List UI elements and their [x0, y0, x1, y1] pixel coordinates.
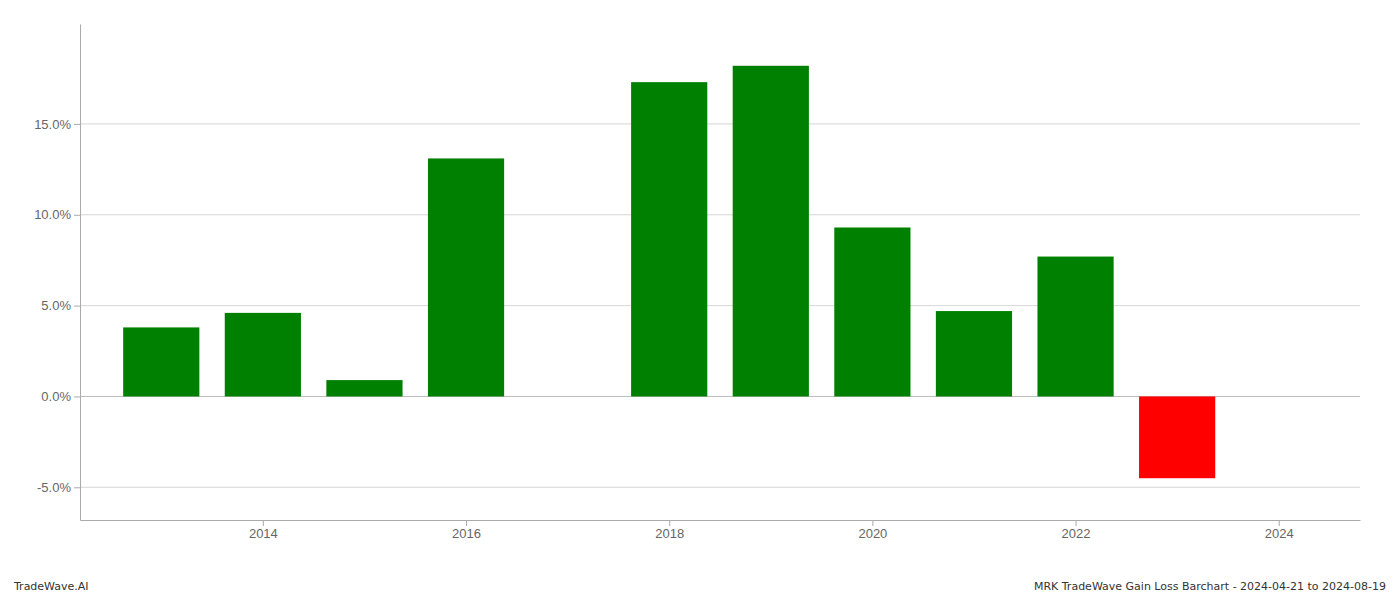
x-tick-label: 2020 — [858, 526, 887, 541]
x-tick-mark — [466, 520, 467, 526]
x-tick: 2020 — [858, 520, 887, 541]
x-tick-mark — [1076, 520, 1077, 526]
x-tick: 2022 — [1062, 520, 1091, 541]
x-axis: 2014 2016 2018 2020 2022 2024 — [81, 520, 1361, 541]
bar — [123, 327, 199, 396]
bar — [631, 82, 707, 396]
x-tick-label: 2016 — [452, 526, 481, 541]
x-tick-label: 2018 — [655, 526, 684, 541]
bar — [428, 158, 504, 396]
y-tick-mark — [74, 124, 80, 125]
y-tick-label: -5.0% — [37, 480, 71, 495]
bar — [326, 380, 402, 396]
grid-line — [80, 123, 1360, 124]
y-tick-mark — [74, 306, 80, 307]
y-tick: 5.0% — [41, 298, 80, 313]
bar — [1139, 396, 1215, 478]
y-tick-mark — [74, 396, 80, 397]
footer-left: TradeWave.AI — [13, 580, 89, 593]
bar — [733, 66, 809, 397]
bars — [123, 66, 1215, 478]
chart: 2014 2016 2018 2020 2022 2024 -5.0% 0.0% 5.0% 10.… — [0, 0, 1400, 600]
x-tick-mark — [263, 520, 264, 526]
x-tick-label: 2022 — [1062, 526, 1091, 541]
y-axis-line — [80, 25, 81, 521]
x-tick: 2018 — [655, 520, 684, 541]
x-tick-mark — [669, 520, 670, 526]
x-tick-label: 2014 — [249, 526, 278, 541]
y-tick-label: 15.0% — [34, 117, 71, 132]
bar — [1037, 257, 1113, 397]
x-tick-mark — [872, 520, 873, 526]
y-tick-mark — [74, 215, 80, 216]
x-tick: 2016 — [452, 520, 481, 541]
y-tick-label: 5.0% — [41, 298, 71, 313]
y-tick: 0.0% — [41, 389, 80, 404]
bar — [936, 311, 1012, 396]
y-tick-mark — [74, 487, 80, 488]
y-tick: 10.0% — [34, 207, 80, 222]
bar — [834, 227, 910, 396]
y-tick: 15.0% — [34, 117, 80, 132]
x-tick-mark — [1279, 520, 1280, 526]
x-tick: 2014 — [249, 520, 278, 541]
x-tick: 2024 — [1265, 520, 1294, 541]
y-tick-label: 0.0% — [41, 389, 71, 404]
bar — [225, 313, 301, 397]
x-axis-line — [81, 520, 1361, 521]
grid-line — [80, 214, 1360, 215]
grid-line — [80, 487, 1360, 488]
y-tick: -5.0% — [37, 480, 80, 495]
grid-line — [80, 305, 1360, 306]
y-axis: -5.0% 0.0% 5.0% 10.0% 15.0% — [34, 25, 80, 521]
y-tick-label: 10.0% — [34, 207, 71, 222]
x-tick-label: 2024 — [1265, 526, 1294, 541]
grid — [80, 124, 1360, 487]
footer-right: MRK TradeWave Gain Loss Barchart - 2024-… — [1034, 580, 1386, 593]
